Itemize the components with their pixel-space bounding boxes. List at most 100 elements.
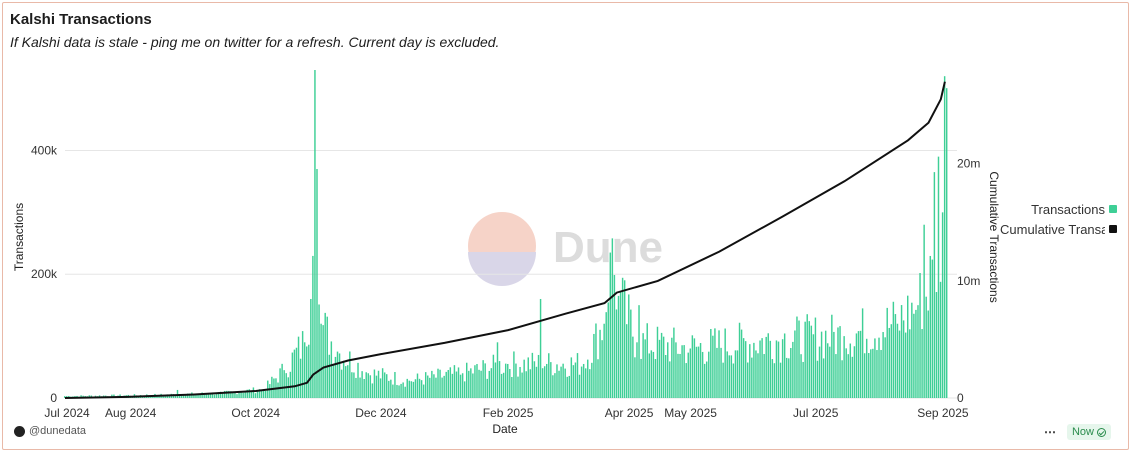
refresh-status-badge[interactable]: Now (1066, 424, 1111, 440)
transactions-bar (449, 367, 452, 398)
transactions-bar (933, 172, 936, 398)
transactions-bar (527, 357, 529, 398)
x-tick-label: Feb 2025 (483, 406, 534, 420)
transactions-bar (775, 340, 778, 398)
transactions-bar (667, 342, 669, 398)
transactions-bar (566, 376, 568, 398)
transactions-bar (342, 360, 345, 398)
transactions-bar (915, 309, 917, 398)
transactions-bar (931, 259, 934, 398)
transactions-bar (515, 363, 517, 398)
transactions-bar (184, 394, 187, 398)
transactions-bar (466, 362, 468, 398)
cumulative-line (64, 81, 946, 399)
transactions-bar (909, 329, 911, 398)
transactions-bar (262, 389, 265, 398)
transactions-bar (605, 312, 607, 398)
transactions-bar (673, 327, 675, 398)
transactions-bar (441, 377, 443, 398)
transactions-bar (701, 351, 704, 398)
transactions-bar (802, 361, 804, 398)
transactions-bar (226, 390, 228, 398)
transactions-bar (736, 350, 739, 398)
transactions-bar (435, 377, 437, 398)
transactions-bar (390, 379, 392, 398)
transactions-bar (788, 358, 790, 398)
transactions-bar (511, 376, 513, 398)
transactions-bar (281, 363, 283, 398)
transactions-bar (876, 350, 878, 398)
transactions-bar (658, 339, 661, 398)
transactions-bar (215, 394, 218, 398)
transactions-bar (541, 368, 544, 398)
transactions-bar (367, 373, 369, 398)
transactions-bar (796, 316, 798, 398)
transactions-bar (351, 372, 353, 398)
transactions-bar (831, 314, 833, 398)
more-options-icon[interactable]: ⋯ (1043, 425, 1057, 439)
x-tick-label: May 2025 (664, 406, 717, 420)
transactions-bar (644, 339, 646, 398)
transactions-bar (355, 377, 357, 398)
transactions-bar (537, 354, 540, 398)
transactions-bar (228, 390, 230, 398)
transactions-bar (560, 366, 562, 398)
transactions-bar (761, 338, 763, 398)
transactions-bar (843, 336, 845, 398)
transactions-bar (720, 347, 722, 398)
transactions-bar (447, 370, 449, 398)
transactions-bar (445, 371, 447, 398)
transactions-bar (911, 302, 913, 398)
transactions-bar (63, 396, 66, 398)
transactions-bar (517, 376, 519, 398)
transactions-bar (408, 380, 411, 398)
legend-swatch-cumulative (1109, 225, 1117, 233)
transactions-bar (416, 373, 419, 398)
transactions-bar (941, 212, 944, 398)
transactions-bar (386, 374, 388, 398)
transactions-bar (773, 363, 776, 398)
transactions-bar (207, 394, 210, 398)
transactions-bar (269, 384, 271, 398)
transactions-bar (205, 393, 207, 398)
transactions-bar (525, 371, 527, 398)
legend-item-cumulative[interactable]: Cumulative Transactions (1000, 219, 1120, 239)
transactions-bar (373, 369, 376, 398)
transactions-bar (396, 384, 398, 398)
x-tick-label: Oct 2024 (231, 406, 280, 420)
transactions-bar (552, 375, 554, 398)
transactions-bar (679, 353, 681, 398)
dune-logo-lower-icon (468, 252, 536, 286)
transactions-bar (363, 379, 365, 398)
transactions-bar (279, 368, 281, 398)
transactions-bar (349, 351, 351, 398)
transactions-bar (394, 371, 396, 398)
transactions-bar (353, 372, 355, 398)
transactions-bar (232, 391, 234, 398)
transactions-bar (607, 302, 609, 398)
transactions-bar (794, 330, 796, 398)
transactions-bar (539, 298, 542, 398)
author-credit[interactable]: @dunedata (14, 425, 86, 437)
transactions-bar (375, 375, 378, 398)
transactions-bar (570, 357, 573, 398)
x-tick-label: Jul 2024 (44, 406, 90, 420)
transactions-bar (240, 392, 242, 398)
transactions-bar (841, 360, 843, 398)
transactions-bar (642, 333, 644, 398)
legend-swatch-transactions (1109, 205, 1117, 213)
x-axis-ticks: Jul 2024 Aug 2024 Oct 2024 Dec 2024 Feb 2025… (44, 406, 969, 420)
transactions-bar (880, 349, 882, 398)
transactions-bars (63, 70, 948, 398)
transactions-bar (863, 353, 866, 398)
transactions-bar (365, 372, 367, 398)
transactions-bar (344, 366, 347, 398)
transactions-bar (564, 368, 566, 398)
transactions-bar (907, 295, 909, 398)
author-handle: @dunedata (29, 425, 87, 437)
transactions-bar (383, 372, 386, 398)
legend-item-transactions[interactable]: Transactions (1000, 199, 1120, 219)
transactions-bar (297, 336, 300, 398)
transactions-bar (320, 323, 322, 398)
